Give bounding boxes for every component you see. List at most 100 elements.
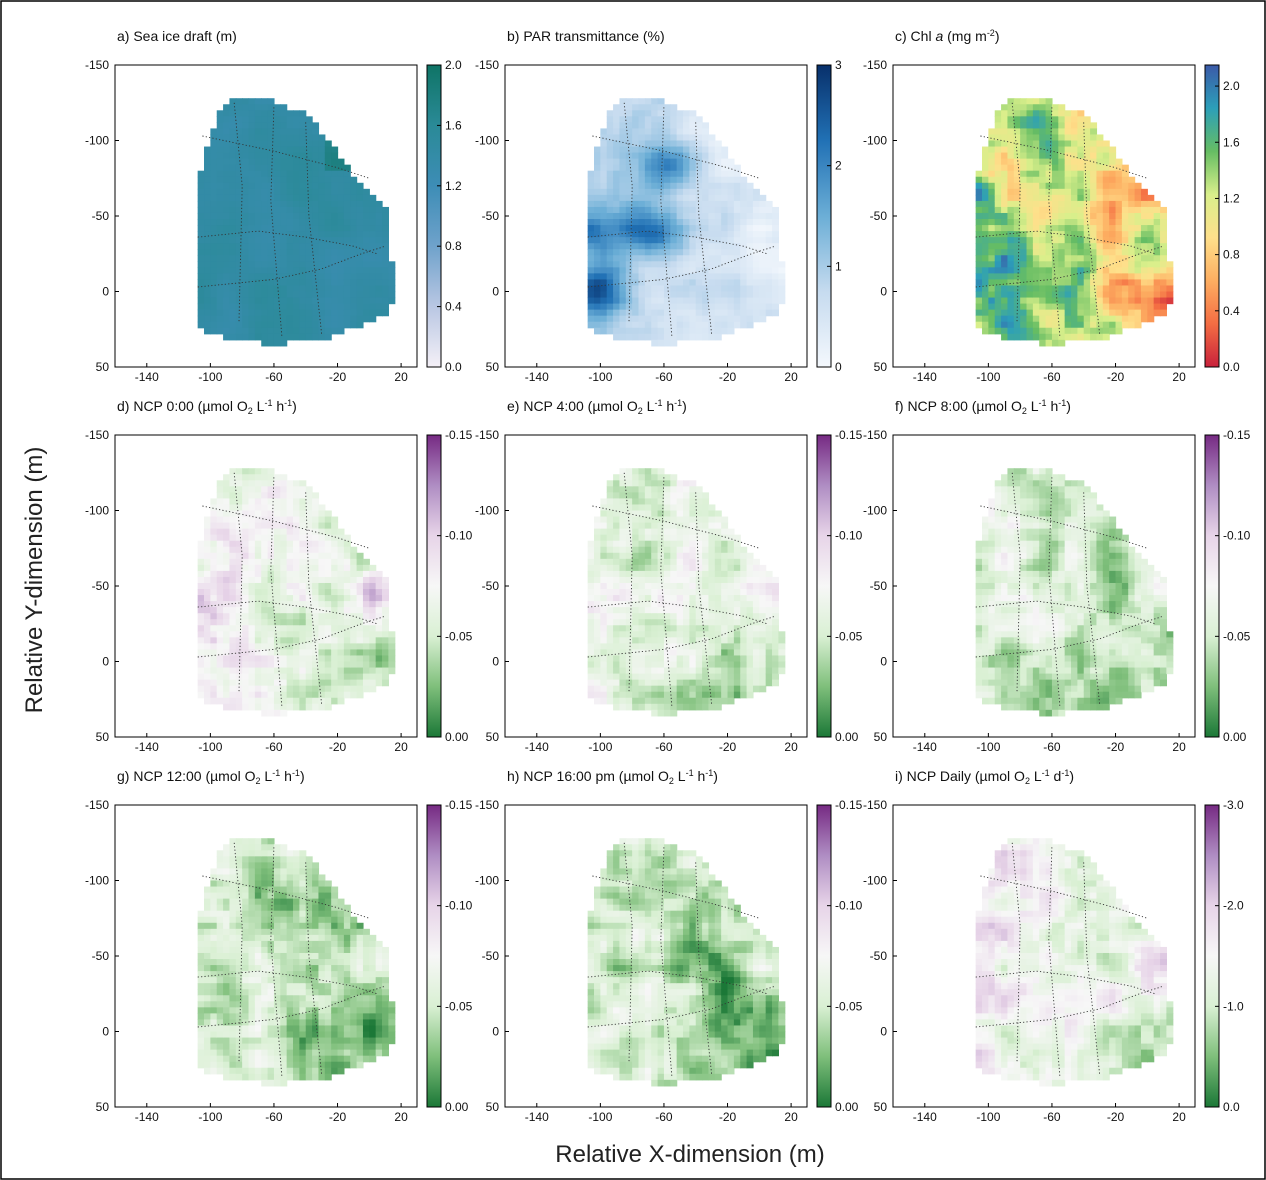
heatmap-cell [286, 158, 294, 166]
heatmap-cell [600, 176, 608, 184]
heatmap-cell [229, 661, 237, 669]
heatmap-cell [362, 309, 370, 317]
heatmap-cell [619, 212, 627, 220]
heatmap-cell [721, 267, 729, 274]
heatmap-cell [382, 309, 389, 317]
heatmap-cell [721, 601, 729, 608]
heatmap-cell [670, 492, 678, 500]
heatmap-cell [708, 564, 716, 572]
heatmap-cell [331, 540, 339, 548]
heatmap-cell [280, 231, 288, 238]
heatmap-cell [267, 194, 275, 202]
heatmap-cell [765, 200, 773, 208]
heatmap-cell [362, 231, 370, 238]
heatmap-cell [702, 291, 710, 299]
heatmap-cell [651, 625, 659, 632]
heatmap-cell [644, 194, 652, 202]
heatmap-cell [606, 279, 614, 287]
heatmap-cell [1077, 279, 1085, 287]
heatmap-cell [625, 237, 633, 244]
heatmap-cell [714, 649, 722, 657]
heatmap-cell [1071, 188, 1078, 196]
heatmap-cell [254, 631, 262, 638]
heatmap-cell [223, 498, 231, 506]
heatmap-cell [1020, 200, 1028, 208]
heatmap-cell [651, 267, 659, 274]
heatmap-cell [657, 261, 665, 268]
heatmap-cell [638, 649, 646, 657]
heatmap-cell [261, 516, 269, 524]
heatmap-cell [229, 309, 237, 317]
heatmap-cell [229, 528, 237, 536]
heatmap-cell [375, 267, 383, 274]
heatmap-cell [663, 176, 671, 184]
heatmap-cell [350, 182, 358, 190]
heatmap-cell [273, 528, 281, 536]
heatmap-cell [1121, 261, 1129, 268]
heatmap-cell [613, 595, 621, 602]
heatmap-cell [369, 219, 377, 226]
heatmap-cell [1090, 146, 1098, 154]
heatmap-cell [1013, 249, 1021, 256]
heatmap-cell [714, 273, 722, 281]
heatmap-cell [223, 104, 231, 111]
heatmap-cell [988, 315, 996, 323]
heatmap-cell [1071, 152, 1078, 160]
heatmap-cell [663, 291, 671, 299]
heatmap-cell [1153, 309, 1161, 317]
heatmap-cell [613, 164, 621, 172]
heatmap-cell [324, 333, 332, 341]
heatmap-cell [1007, 333, 1015, 341]
heatmap-cell [619, 206, 627, 214]
heatmap-cell [229, 643, 237, 651]
heatmap-cell [312, 522, 320, 530]
heatmap-cell [204, 673, 211, 681]
heatmap-cell [331, 528, 339, 536]
heatmap-cell [632, 146, 640, 154]
heatmap-cell [1153, 237, 1161, 244]
heatmap-cell [210, 637, 218, 644]
heatmap-cell [651, 589, 659, 596]
heatmap-cell [216, 188, 224, 196]
heatmap-cell [299, 297, 307, 305]
heatmap-cell [638, 510, 646, 518]
heatmap-cell [1096, 243, 1104, 250]
heatmap-cell [594, 601, 601, 608]
heatmap-cell [204, 225, 211, 232]
heatmap-cell [280, 255, 288, 262]
heatmap-cell [638, 673, 646, 681]
heatmap-cell [261, 643, 269, 651]
heatmap-cell [362, 582, 370, 590]
heatmap-cell [606, 528, 614, 536]
heatmap-cell [280, 267, 288, 274]
heatmap-cell [1153, 285, 1161, 293]
heatmap-cell [594, 321, 601, 329]
heatmap-cell [594, 595, 601, 602]
heatmap-cell [670, 474, 678, 481]
heatmap-cell [242, 219, 250, 226]
heatmap-cell [337, 631, 345, 638]
heatmap-cell [1096, 297, 1104, 305]
heatmap-cell [695, 601, 703, 608]
heatmap-cell [1051, 315, 1059, 323]
heatmap-cell [1128, 261, 1136, 268]
heatmap-cell [988, 327, 996, 335]
heatmap-cell [388, 285, 396, 293]
heatmap-cell [746, 219, 754, 226]
heatmap-cell [197, 267, 205, 274]
heatmap-cell [683, 219, 690, 226]
heatmap-cell [343, 673, 351, 681]
heatmap-cell [625, 182, 633, 190]
heatmap-cell [286, 249, 294, 256]
heatmap-cell [299, 601, 307, 608]
heatmap-cell [695, 333, 703, 341]
heatmap-cell [619, 655, 627, 663]
y-tick-label: 50 [96, 730, 110, 744]
heatmap-cell [1090, 182, 1098, 190]
heatmap-cell [644, 273, 652, 281]
heatmap-cell [625, 504, 633, 512]
heatmap-cell [324, 576, 332, 584]
heatmap-cell [299, 134, 307, 142]
heatmap-cell [216, 661, 224, 669]
